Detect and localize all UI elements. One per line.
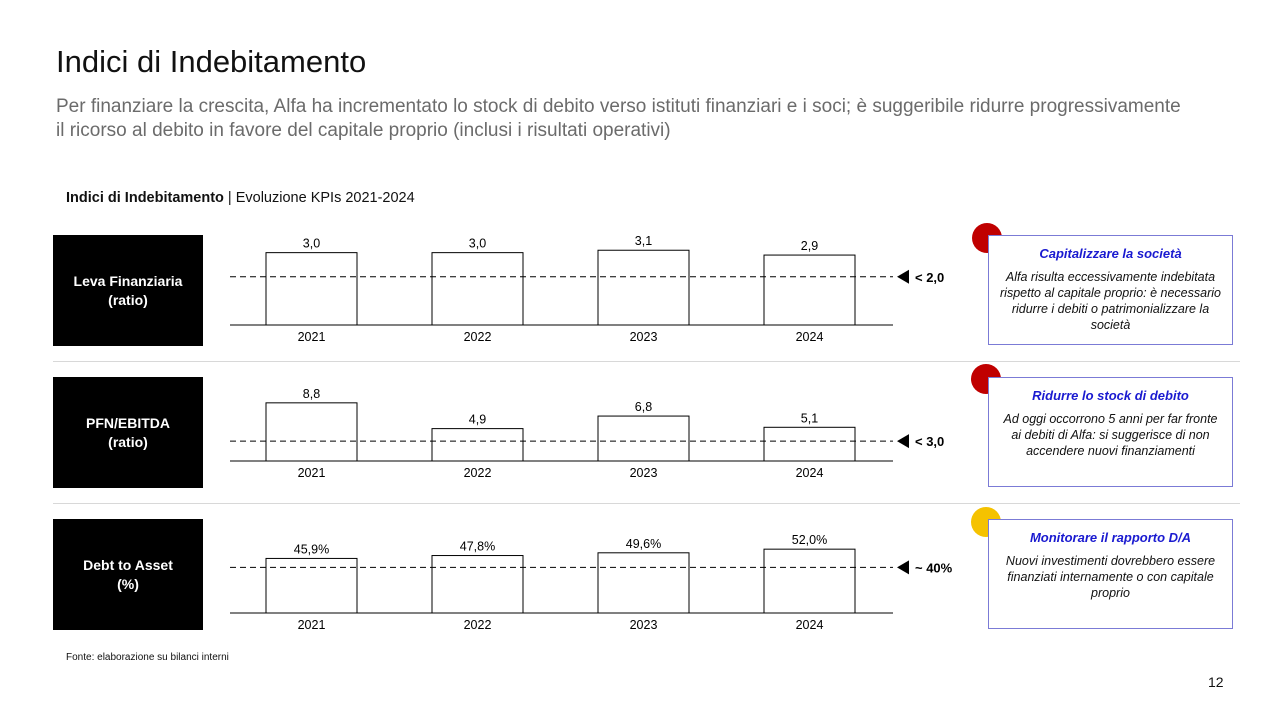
card-title: Capitalizzare la società [1039,246,1182,261]
section-heading: Indici di Indebitamento | Evoluzione KPI… [66,190,415,206]
card-title: Monitorare il rapporto D/A [1029,530,1192,545]
threshold-arrow-icon [897,560,909,575]
page-number: 12 [1208,674,1224,690]
page-subtitle: Per finanziare la crescita, Alfa ha incr… [56,96,1181,141]
kpi-label-line2: (ratio) [108,433,148,450]
source-note: Fonte: elaborazione su bilanci interni [66,652,229,663]
chart-pfn-ebitda: 8,8 2021 4,9 2022 6,8 2023 5,1 2024 < 3,0 [230,387,944,480]
bar [763,548,856,614]
bar [597,552,690,614]
kpi-label-pfn-ebitda: PFN/EBITDA (ratio) [53,377,203,488]
bar [597,249,690,326]
bar [763,254,856,326]
bar [431,555,524,614]
bar [431,252,524,326]
row-separator [53,503,1240,504]
x-tick-label: 2023 [630,330,658,344]
threshold-arrow-icon [897,434,909,449]
bar-value-label: 3,1 [635,234,652,248]
x-tick-label: 2024 [796,330,824,344]
section-heading-bold: Indici di Indebitamento [66,190,224,206]
card-title: Ridurre lo stock di debito [1032,388,1189,403]
x-tick-label: 2023 [630,466,658,480]
bar-value-label: 52,0% [792,533,827,547]
x-tick-label: 2021 [298,618,326,632]
section-heading-rest: | Evoluzione KPIs 2021-2024 [223,190,415,206]
kpi-label-line1: Debt to Asset [83,556,173,573]
x-tick-label: 2022 [464,330,492,344]
x-tick-label: 2021 [298,466,326,480]
bar [265,557,358,614]
bar [431,428,524,462]
bar-value-label: 45,9% [294,542,329,556]
x-tick-label: 2023 [630,618,658,632]
kpi-label-line1: PFN/EBITDA [86,414,170,431]
bar [265,402,358,462]
bar-value-label: 4,9 [469,413,486,427]
bar-value-label: 49,6% [626,537,661,551]
x-tick-label: 2021 [298,330,326,344]
kpi-label-line2: (%) [117,575,139,592]
page-title: Indici di Indebitamento [56,44,367,79]
x-tick-label: 2022 [464,618,492,632]
bar-value-label: 2,9 [801,239,818,253]
kpi-label-leva: Leva Finanziaria (ratio) [53,235,203,346]
card-body: Ad oggi occorrono 5 anni per far fronte … [1003,412,1218,458]
chart-leva-finanziaria: 3,0 2021 3,0 2022 3,1 2023 2,9 2024 < 2,0 [230,234,944,344]
x-tick-label: 2022 [464,466,492,480]
threshold-arrow-icon [897,269,909,284]
threshold-label: < 3,0 [915,434,944,449]
bar-value-label: 8,8 [303,387,320,401]
card-body: Alfa risulta eccessivamente indebitata r… [1000,270,1221,332]
bar-value-label: 6,8 [635,400,652,414]
x-tick-label: 2024 [796,618,824,632]
bar [597,415,690,462]
x-tick-label: 2024 [796,466,824,480]
kpi-label-debt-to-asset: Debt to Asset (%) [53,519,203,630]
card-leva: Capitalizzare la società Alfa risulta ec… [988,235,1233,345]
kpi-label-line1: Leva Finanziaria [73,272,183,289]
bar [265,252,358,326]
kpi-label-line2: (ratio) [108,291,148,308]
card-pfn: Ridurre lo stock di debito Ad oggi occor… [988,377,1233,487]
chart-debt-to-asset: 45,9% 2021 47,8% 2022 49,6% 2023 52,0% 2024 ~ 40… [230,533,953,632]
bar-value-label: 5,1 [801,411,818,425]
card-debt-asset: Monitorare il rapporto D/A Nuovi investi… [988,519,1233,629]
threshold-label: ~ 40% [915,560,953,575]
threshold-label: < 2,0 [915,270,944,285]
bar-value-label: 3,0 [303,237,320,251]
row-separator [53,361,1240,362]
bar-value-label: 3,0 [469,237,486,251]
bar [763,426,856,462]
card-body: Nuovi investimenti dovrebbero essere fin… [1005,554,1216,600]
bar-value-label: 47,8% [460,540,495,554]
